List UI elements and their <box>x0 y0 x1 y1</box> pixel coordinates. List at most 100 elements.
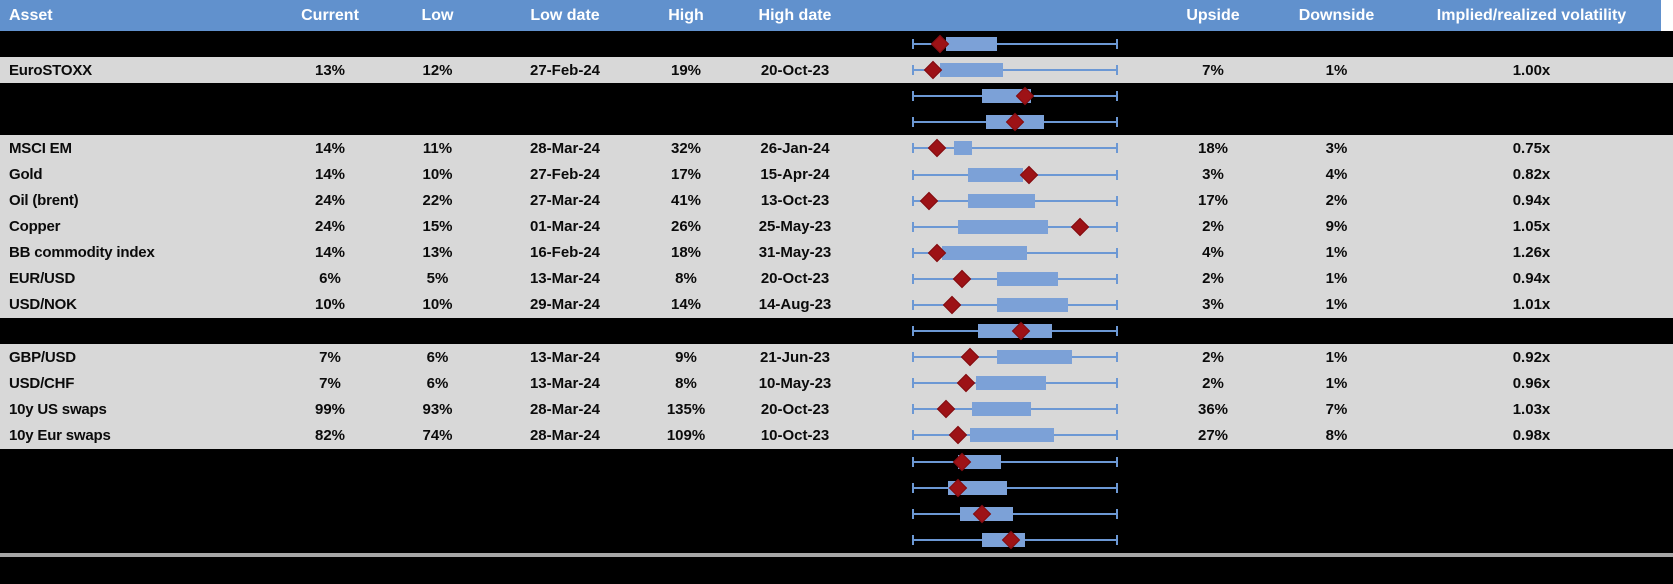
cell-upside[interactable]: 18% <box>1197 139 1229 157</box>
cell-implied-realized-volatility[interactable]: 0.75x <box>1512 139 1551 157</box>
cell-downside[interactable]: 1% <box>1325 244 1348 262</box>
cell-asset[interactable]: EuroSTOXX <box>9 61 92 79</box>
cell-downside[interactable]: 7% <box>1325 400 1348 418</box>
cell-high-date[interactable]: 10-Oct-23 <box>760 426 830 444</box>
cell-high[interactable]: 18% <box>670 244 702 262</box>
cell-high[interactable]: 17% <box>670 166 702 184</box>
cell-low[interactable]: 6% <box>426 374 449 392</box>
cell-upside[interactable]: 17% <box>1197 192 1229 210</box>
cell-low-date[interactable]: 13-Mar-24 <box>529 270 601 288</box>
cell-implied-realized-volatility[interactable]: 1.00x <box>1512 61 1551 79</box>
cell-low-date[interactable]: 01-Mar-24 <box>529 218 601 236</box>
column-header-implied-realized-volatility[interactable]: Implied/realized volatility <box>1436 6 1627 24</box>
cell-downside[interactable]: 3% <box>1325 139 1348 157</box>
cell-low[interactable]: 11% <box>422 139 453 157</box>
cell-implied-realized-volatility[interactable]: 1.03x <box>1512 400 1551 418</box>
cell-current[interactable]: 82% <box>314 426 346 444</box>
cell-low[interactable]: 93% <box>422 400 453 418</box>
cell-upside[interactable]: 27% <box>1197 426 1229 444</box>
cell-upside[interactable]: 4% <box>1202 244 1224 262</box>
cell-downside[interactable]: 1% <box>1325 270 1348 288</box>
column-header-current[interactable]: Current <box>301 6 359 24</box>
cell-upside[interactable]: 2% <box>1202 218 1224 236</box>
cell-upside[interactable]: 3% <box>1202 166 1224 184</box>
cell-low-date[interactable]: 27-Mar-24 <box>529 192 601 210</box>
cell-low-date[interactable]: 29-Mar-24 <box>529 296 601 314</box>
cell-upside[interactable]: 36% <box>1197 400 1229 418</box>
cell-low-date[interactable]: 28-Mar-24 <box>529 426 601 444</box>
column-header-downside[interactable]: Downside <box>1298 6 1375 24</box>
cell-high-date[interactable]: 31-May-23 <box>758 244 832 262</box>
cell-downside[interactable]: 1% <box>1325 348 1348 366</box>
cell-current[interactable]: 14% <box>314 166 346 184</box>
cell-low-date[interactable]: 28-Mar-24 <box>529 139 601 157</box>
cell-asset[interactable]: Copper <box>9 218 61 236</box>
cell-implied-realized-volatility[interactable]: 0.92x <box>1512 348 1551 366</box>
cell-downside[interactable]: 1% <box>1325 61 1348 79</box>
cell-low-date[interactable]: 16-Feb-24 <box>529 244 601 262</box>
cell-high-date[interactable]: 10-May-23 <box>758 374 832 392</box>
cell-low[interactable]: 74% <box>422 426 453 444</box>
cell-low[interactable]: 12% <box>422 61 453 79</box>
cell-asset[interactable]: BB commodity index <box>9 244 155 262</box>
cell-low[interactable]: 13% <box>422 244 453 262</box>
column-header-high[interactable]: High <box>668 6 704 24</box>
cell-implied-realized-volatility[interactable]: 1.01x <box>1512 296 1551 314</box>
cell-implied-realized-volatility[interactable]: 0.82x <box>1512 166 1551 184</box>
cell-asset[interactable]: 10y US swaps <box>9 400 107 418</box>
column-header-high-date[interactable]: High date <box>758 6 832 24</box>
cell-current[interactable]: 14% <box>314 139 346 157</box>
column-header-asset[interactable]: Asset <box>9 6 53 24</box>
cell-current[interactable]: 10% <box>314 296 346 314</box>
cell-asset[interactable]: USD/CHF <box>9 374 75 392</box>
cell-implied-realized-volatility[interactable]: 0.94x <box>1512 270 1551 288</box>
cell-low[interactable]: 10% <box>422 296 453 314</box>
cell-asset[interactable]: 10y Eur swaps <box>9 426 111 444</box>
cell-downside[interactable]: 1% <box>1325 296 1348 314</box>
cell-asset[interactable]: MSCI EM <box>9 139 72 157</box>
cell-high-date[interactable]: 20-Oct-23 <box>760 270 830 288</box>
cell-asset[interactable]: GBP/USD <box>9 348 76 366</box>
cell-high[interactable]: 9% <box>675 348 697 366</box>
cell-asset[interactable]: EUR/USD <box>9 270 76 288</box>
cell-implied-realized-volatility[interactable]: 1.05x <box>1512 218 1551 236</box>
cell-implied-realized-volatility[interactable]: 0.98x <box>1512 426 1551 444</box>
cell-high-date[interactable]: 14-Aug-23 <box>758 296 832 314</box>
cell-upside[interactable]: 7% <box>1202 61 1224 79</box>
cell-high-date[interactable]: 13-Oct-23 <box>760 192 830 210</box>
cell-implied-realized-volatility[interactable]: 1.26x <box>1512 244 1551 262</box>
cell-high-date[interactable]: 15-Apr-24 <box>760 166 830 184</box>
cell-asset[interactable]: Gold <box>9 166 43 184</box>
cell-high-date[interactable]: 20-Oct-23 <box>760 400 830 418</box>
cell-low[interactable]: 5% <box>426 270 449 288</box>
cell-low[interactable]: 6% <box>426 348 449 366</box>
cell-implied-realized-volatility[interactable]: 0.94x <box>1512 192 1551 210</box>
cell-high-date[interactable]: 26-Jan-24 <box>760 139 830 157</box>
cell-asset[interactable]: USD/NOK <box>9 296 77 314</box>
cell-downside[interactable]: 9% <box>1325 218 1348 236</box>
cell-current[interactable]: 24% <box>314 218 346 236</box>
cell-upside[interactable]: 2% <box>1202 374 1224 392</box>
cell-high[interactable]: 8% <box>675 374 697 392</box>
cell-downside[interactable]: 8% <box>1325 426 1348 444</box>
cell-current[interactable]: 99% <box>314 400 346 418</box>
cell-high[interactable]: 41% <box>670 192 702 210</box>
cell-high-date[interactable]: 20-Oct-23 <box>760 61 830 79</box>
cell-current[interactable]: 6% <box>319 270 341 288</box>
cell-current[interactable]: 7% <box>319 374 341 392</box>
cell-low-date[interactable]: 27-Feb-24 <box>529 166 601 184</box>
cell-high[interactable]: 109% <box>666 426 706 444</box>
cell-high[interactable]: 8% <box>675 270 697 288</box>
cell-current[interactable]: 24% <box>314 192 346 210</box>
column-header-upside[interactable]: Upside <box>1186 6 1240 24</box>
cell-high[interactable]: 26% <box>670 218 702 236</box>
cell-low-date[interactable]: 28-Mar-24 <box>529 400 601 418</box>
cell-upside[interactable]: 2% <box>1202 270 1224 288</box>
cell-low-date[interactable]: 27-Feb-24 <box>529 61 601 79</box>
cell-high[interactable]: 32% <box>670 139 702 157</box>
cell-high[interactable]: 135% <box>666 400 706 418</box>
cell-implied-realized-volatility[interactable]: 0.96x <box>1512 374 1551 392</box>
cell-high[interactable]: 19% <box>670 61 702 79</box>
cell-current[interactable]: 7% <box>319 348 341 366</box>
cell-downside[interactable]: 1% <box>1325 374 1348 392</box>
